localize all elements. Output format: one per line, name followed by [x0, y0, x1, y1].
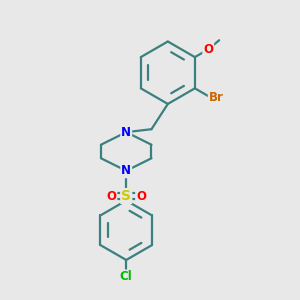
Text: O: O	[136, 190, 146, 202]
Text: Cl: Cl	[120, 270, 133, 284]
Text: Br: Br	[209, 91, 224, 104]
Text: O: O	[106, 190, 116, 202]
Text: S: S	[121, 189, 131, 203]
Text: O: O	[203, 43, 213, 56]
Text: N: N	[121, 164, 131, 177]
Text: N: N	[121, 126, 131, 139]
